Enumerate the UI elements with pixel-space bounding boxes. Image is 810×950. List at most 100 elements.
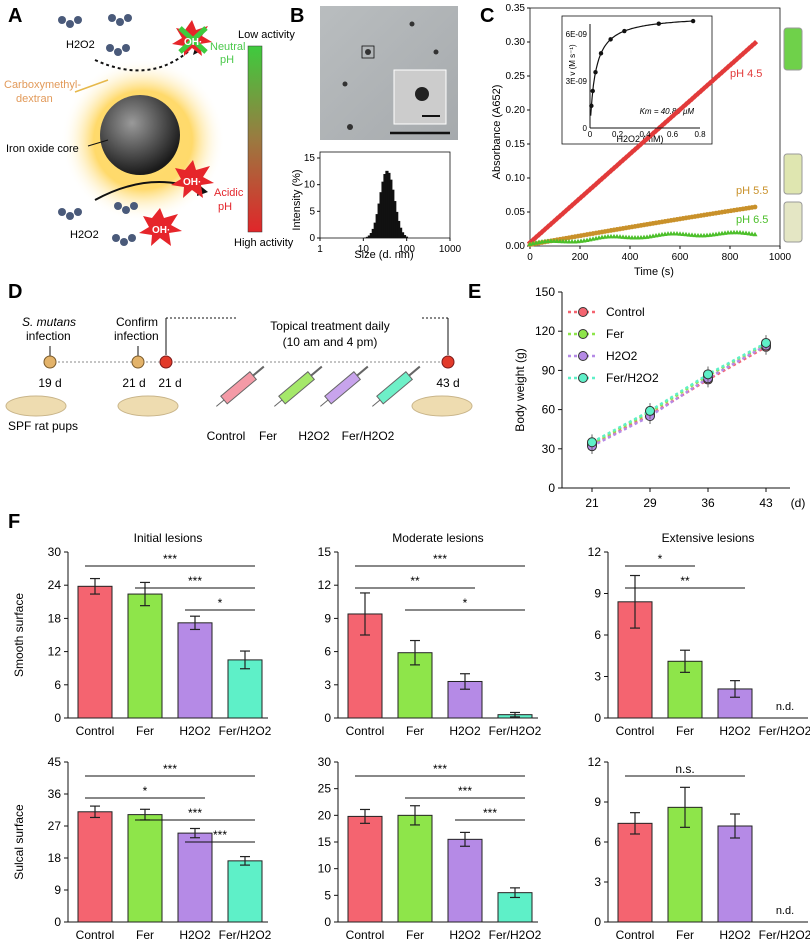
f-sig-label: *** (163, 552, 177, 566)
coating-label-2: dextran (16, 93, 53, 105)
f-ytick-label: 12 (48, 645, 62, 659)
e-point (761, 337, 771, 348)
e-legend-marker (578, 307, 588, 317)
ph65-point (749, 231, 755, 236)
f-category-label: H2O2 (719, 928, 751, 942)
ph55-point (752, 204, 758, 210)
time-xlabel: Time (s) (634, 266, 674, 278)
f-category-label: H2O2 (719, 724, 751, 738)
inset-ytick-label: 0 (583, 124, 588, 133)
dls-bar (377, 203, 381, 238)
day-19-label: 19 d (38, 376, 61, 390)
f-ytick-label: 0 (594, 915, 601, 929)
dls-xtick-label: 1 (317, 244, 323, 255)
dls-xtick-label: 1000 (439, 244, 462, 255)
dls-bar (397, 220, 401, 238)
dls-bar (404, 236, 409, 238)
confirm-label: Confirm (116, 315, 158, 329)
e-series-line (591, 341, 767, 444)
f-bar (397, 814, 433, 923)
syringes (216, 365, 421, 407)
f-sig-label: * (658, 552, 663, 566)
panel-label-c: C (480, 5, 494, 27)
e-legend-marker (578, 329, 588, 339)
panel-e: 0 30 60 90 120 150 21 29 36 43 (d) Body weight (g) C… (513, 285, 805, 510)
timeline-dot-19d (43, 355, 57, 369)
topical-label: Topical treatment daily (270, 319, 389, 333)
f-category-label: Fer/H2O2 (759, 724, 810, 738)
ph65-label: pH 6.5 (736, 214, 768, 226)
dls-bar (389, 179, 393, 238)
f-category-label: Control (76, 724, 115, 738)
f-ytick-label: 30 (48, 545, 62, 559)
f-ytick-label: 3 (324, 678, 331, 692)
f-ytick-label: 0 (324, 711, 331, 725)
day-21a-label: 21 d (122, 376, 145, 390)
f-ytick-label: 0 (594, 711, 601, 725)
f-ylabel: Smooth surface (12, 593, 26, 677)
group-h2o2-label: H2O2 (298, 429, 330, 443)
tem-inset-particle (415, 87, 429, 101)
rat-icon-3 (411, 395, 473, 417)
dls-bar (395, 211, 399, 238)
dls-ylabel: Intensity (%) (291, 169, 303, 230)
infection-label: infection (26, 329, 71, 343)
sample-tubes (783, 27, 803, 243)
ph55-label: pH 5.5 (736, 185, 768, 197)
f-sig-label: *** (433, 552, 447, 566)
f-sig-label: n.s. (675, 762, 694, 776)
rat-icon-2 (117, 395, 179, 417)
f-category-label: Fer (676, 724, 694, 738)
f-ytick-label: 15 (318, 545, 332, 559)
h2o2-molecules-top (58, 14, 132, 56)
dls-bar (375, 214, 379, 238)
cross-out-icon (178, 26, 208, 54)
h2o2-label-bottom: H2O2 (70, 229, 99, 241)
f-category-label: H2O2 (179, 928, 211, 942)
f-ytick-label: 12 (588, 755, 602, 769)
group-ferh2o2-label: Fer/H2O2 (342, 429, 395, 443)
f-category-label: Fer/H2O2 (489, 928, 542, 942)
dls-bar (391, 189, 395, 238)
abs-xtick-label: 1000 (769, 252, 792, 263)
e-ytick-label: 120 (535, 324, 555, 338)
inset-point (608, 37, 613, 42)
dls-bar (402, 235, 407, 238)
dls-bar (383, 174, 387, 238)
dls-ytick-label: 5 (309, 206, 315, 217)
iron-oxide-core-sphere (100, 95, 180, 175)
group-fer-label: Fer (259, 429, 277, 443)
e-xtick-label: 36 (701, 496, 715, 510)
f-sig-label: *** (188, 806, 202, 820)
core-label: Iron oxide core (6, 143, 79, 155)
oh-label-bottom-b: OH· (152, 225, 170, 236)
f-ytick-label: 45 (48, 755, 62, 769)
inset-xtick-label: 0.2 (612, 130, 624, 139)
f-ytick-label: 24 (48, 578, 62, 592)
syringe-fer-icon (274, 365, 323, 407)
oh-label-bottom-a: OH· (183, 177, 201, 188)
e-point (587, 437, 597, 448)
f-bar (127, 814, 163, 923)
inset-point (593, 70, 598, 75)
panel-c: Absorbance (A652) Time (s) pH 4.5 pH 5.5… (491, 3, 803, 278)
activity-gradient-bar (247, 45, 263, 233)
oh-label-top: OH· (184, 37, 202, 48)
oh-burst-bottom-a-icon (171, 160, 214, 198)
e-ytick-label: 60 (542, 403, 556, 417)
low-activity-label: Low activity (238, 29, 295, 41)
tube-ph65 (783, 201, 803, 243)
inset-xtick-label: 0.8 (694, 130, 706, 139)
timeline-dot-43d (441, 355, 455, 369)
dls-histogram: 0 5 10 15 1 10 100 1000 (304, 151, 462, 255)
f-bar (347, 815, 383, 923)
f-category-label: Control (346, 724, 385, 738)
f-ytick-label: 25 (318, 782, 332, 796)
abs-ytick-label: 0.15 (506, 139, 526, 150)
f-nd-label: n.d. (776, 905, 794, 917)
e-xlabel: (d) (791, 496, 806, 510)
rat-icons (5, 395, 473, 417)
f-ytick-label: 30 (318, 755, 332, 769)
f-ytick-label: 6 (324, 645, 331, 659)
f-category-label: H2O2 (449, 928, 481, 942)
